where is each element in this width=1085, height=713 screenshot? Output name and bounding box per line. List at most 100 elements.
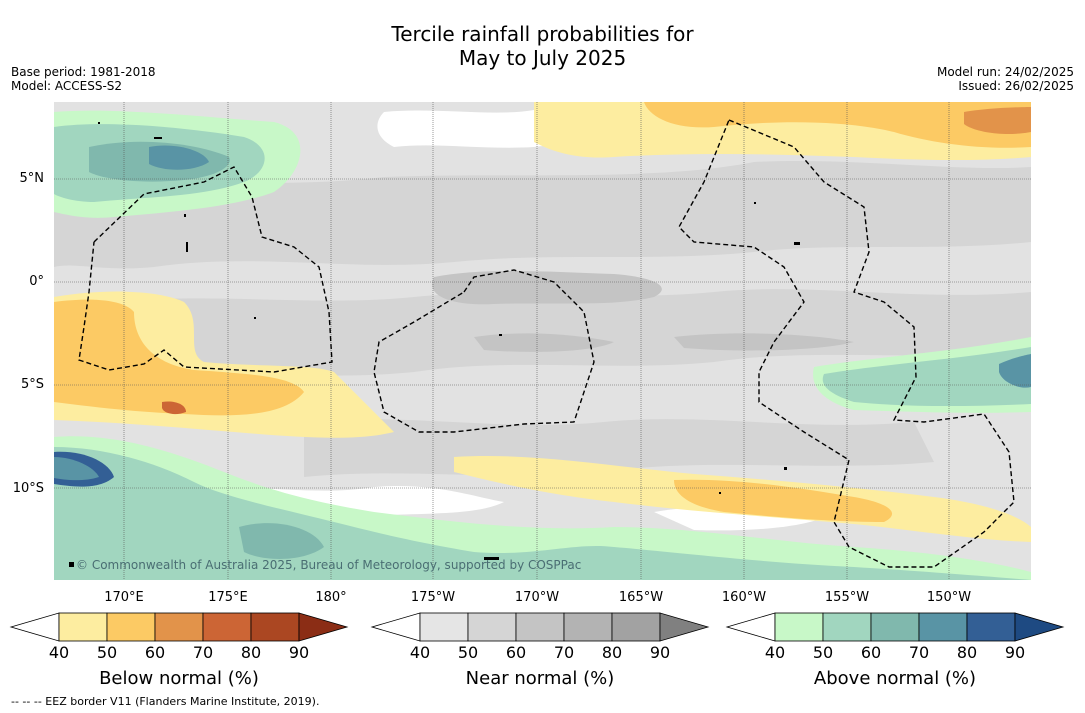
- colorbar-tick-label: 60: [144, 643, 166, 662]
- lat-label-5s: 5°S: [20, 377, 44, 392]
- eez-border-east: [678, 119, 1015, 568]
- colorbar-under-triangle: [9, 612, 60, 642]
- island-mark: [784, 467, 787, 470]
- map-canvas: [54, 102, 1031, 580]
- colorbar-tick-label: 80: [956, 643, 978, 662]
- colorbar-segment: [870, 612, 920, 642]
- colorbar-tick-label: 80: [240, 643, 262, 662]
- lon-label-165w: 165°W: [618, 590, 664, 605]
- colorbar-segment: [966, 612, 1016, 642]
- colorbar-segment: [106, 612, 156, 642]
- eez-borders: [78, 119, 1015, 568]
- island-mark: [154, 137, 162, 139]
- map-title-line2: May to July 2025: [458, 46, 627, 70]
- colorbar-segment: [419, 612, 469, 642]
- lat-label-5n: 5°N: [19, 171, 45, 186]
- lon-label-175w: 175°W: [410, 590, 456, 605]
- lon-label-160w: 160°W: [721, 590, 767, 605]
- base-period-text: Base period: 1981-2018: [11, 65, 156, 79]
- map-title: Tercile rainfall probabilities for May t…: [0, 22, 1085, 70]
- colorbar-near-normal: [370, 612, 710, 642]
- colorbar-segment: [563, 612, 613, 642]
- above-normal-50-right: [822, 347, 1031, 407]
- colorbar-tick-label: 70: [192, 643, 214, 662]
- island-mark: [484, 557, 499, 560]
- colorbar-segment: [774, 612, 824, 642]
- colorbar-segment: [611, 612, 661, 642]
- colorbar-above-normal-title: Above normal (%): [813, 668, 977, 689]
- colorbar-segment: [202, 612, 252, 642]
- colorbar-tick-label: 70: [908, 643, 930, 662]
- colorbar-segment: [58, 612, 108, 642]
- lat-label-equator: 0°: [29, 274, 44, 289]
- near-normal-60-patch-3: [674, 333, 854, 351]
- probability-map: © Commonwealth of Australia 2025, Bureau…: [54, 102, 1031, 580]
- colorbar-tick-label: 90: [288, 643, 310, 662]
- model-text: Model: ACCESS-S2: [11, 79, 123, 93]
- colorbar-segment: [154, 612, 204, 642]
- colorbar-over-triangle: [659, 612, 710, 642]
- below-normal-50-left: [54, 299, 304, 416]
- above-normal-60-bottomleft: [239, 523, 324, 559]
- colorbar-under-triangle: [725, 612, 776, 642]
- colorbar-segment: [467, 612, 517, 642]
- lon-label-170w: 170°W: [514, 590, 560, 605]
- map-title-line1: Tercile rainfall probabilities for: [391, 22, 694, 46]
- colorbar-tick-label: 80: [601, 643, 623, 662]
- near-normal-50-band-2: [114, 289, 1031, 377]
- colorbar-tick-label: 90: [1004, 643, 1026, 662]
- colorbar-below-normal-title: Below normal (%): [99, 668, 259, 689]
- colorbar-tick-label: 40: [48, 643, 70, 662]
- below-normal-60-topright: [964, 107, 1031, 135]
- colorbar-tick-label: 50: [812, 643, 834, 662]
- eez-border-central: [373, 269, 595, 433]
- island-mark: [69, 562, 74, 567]
- islands: [69, 122, 800, 567]
- meta-right: Model run: 24/02/2025 Issued: 26/02/2025: [937, 65, 1074, 93]
- colorbar-over-triangle: [298, 612, 349, 642]
- colorbar-tick-label: 40: [409, 643, 431, 662]
- meta-left: Base period: 1981-2018 Model: ACCESS-S2: [11, 65, 156, 93]
- colorbar-under-triangle: [370, 612, 421, 642]
- island-mark: [719, 492, 721, 494]
- lon-label-175e: 175°E: [208, 590, 248, 605]
- lat-grid: [54, 178, 1031, 489]
- issued-text: Issued: 26/02/2025: [958, 79, 1074, 93]
- island-mark: [186, 242, 188, 252]
- above-normal-60-bottomleft-2: [54, 457, 99, 481]
- near-normal-50-band: [54, 160, 1031, 269]
- below-normal-50-topright: [644, 102, 1031, 148]
- colorbar-tick-label: 40: [764, 643, 786, 662]
- above-normal-70-right: [999, 354, 1031, 388]
- lon-label-155w: 155°W: [824, 590, 870, 605]
- colorbars: [9, 612, 1065, 642]
- lon-grid: [123, 102, 950, 580]
- lon-label-150w: 150°W: [926, 590, 972, 605]
- colorbar-below-normal: [9, 612, 349, 642]
- island-mark: [499, 334, 502, 336]
- model-run-text: Model run: 24/02/2025: [936, 65, 1074, 79]
- colorbar-near-normal-title: Near normal (%): [465, 668, 615, 689]
- colorbar-segment: [918, 612, 968, 642]
- above-normal-70-topleft: [149, 145, 209, 170]
- colorbar-tick-label: 50: [457, 643, 479, 662]
- lon-label-180: 180°: [315, 590, 347, 605]
- eez-border-west: [78, 166, 333, 373]
- colorbar-over-triangle: [1014, 612, 1065, 642]
- eez-footnote: -- -- -- EEZ border V11 (Flanders Marine…: [11, 695, 320, 708]
- colorbar-tick-label: 60: [860, 643, 882, 662]
- copyright-text: © Commonwealth of Australia 2025, Bureau…: [76, 558, 582, 572]
- colorbar-tick-label: 50: [96, 643, 118, 662]
- colorbar-tick-label: 90: [649, 643, 671, 662]
- colorbar-tick-label: 70: [553, 643, 575, 662]
- island-mark: [254, 317, 256, 319]
- colorbar-segment: [515, 612, 565, 642]
- island-mark: [184, 214, 186, 217]
- island-mark: [98, 122, 100, 124]
- near-normal-60-patch: [432, 270, 662, 305]
- colorbar-above-normal: [725, 612, 1065, 642]
- below-normal-50-bottomband: [674, 479, 893, 522]
- colorbar-tick-label: 60: [505, 643, 527, 662]
- below-normal-70-left: [162, 401, 186, 415]
- island-mark: [794, 242, 800, 245]
